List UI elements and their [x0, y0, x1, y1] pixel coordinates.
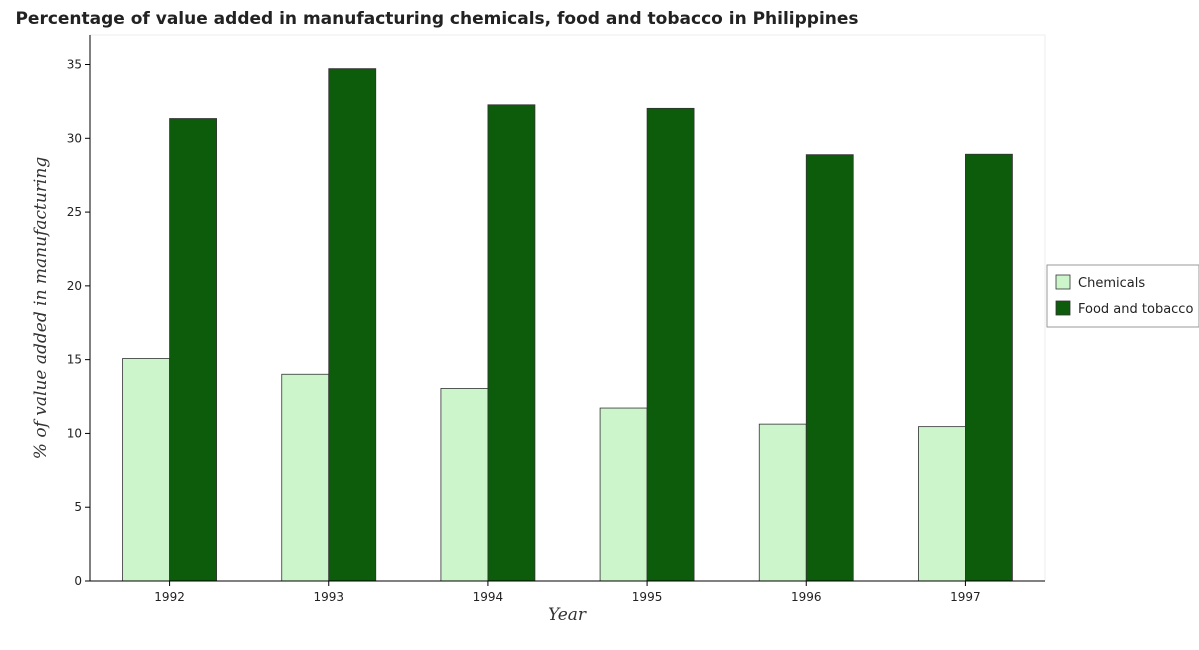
y-tick-label: 35 [67, 58, 82, 72]
bar-chemicals-1997 [918, 426, 966, 582]
bar-food-and-tobacco-1996 [805, 154, 854, 582]
y-tick-label: 25 [67, 205, 82, 219]
legend: Chemicals Food and tobacco [1046, 264, 1199, 328]
x-tick-label-1997: 1997 [950, 590, 981, 604]
y-tick-label: 5 [74, 500, 82, 514]
legend-label-food-and-tobacco: Food and tobacco [1078, 302, 1193, 317]
y-axis-ticks: 0 5 10 15 20 25 30 35 [67, 58, 90, 588]
chart-title: Percentage of value added in manufacturi… [15, 9, 858, 29]
plot-area [89, 34, 1046, 582]
y-axis-label: % of value added in manufacturing [31, 157, 51, 460]
bar-food-and-tobacco-1995 [646, 107, 695, 582]
y-tick-label: 15 [67, 353, 82, 367]
legend-swatch-food-and-tobacco [1055, 300, 1071, 316]
y-tick-label: 30 [67, 131, 82, 145]
x-axis-label: Year [548, 605, 587, 625]
bar-food-and-tobacco-1997 [965, 153, 1013, 582]
legend-swatch-chemicals [1055, 274, 1071, 290]
x-axis-ticks: 1992 1993 1994 1995 1996 1997 [154, 581, 981, 604]
bar-chemicals-1994 [440, 388, 489, 582]
bars [122, 68, 1013, 582]
bar-food-and-tobacco-1993 [328, 68, 377, 582]
y-tick-label: 0 [74, 574, 82, 588]
x-tick-label-1996: 1996 [791, 590, 822, 604]
bar-food-and-tobacco-1994 [487, 104, 536, 582]
x-tick-label-1995: 1995 [632, 590, 663, 604]
bar-chemicals-1996 [758, 423, 807, 582]
legend-box [1046, 264, 1199, 328]
bar-food-and-tobacco-1992 [169, 118, 217, 582]
y-tick-label: 10 [67, 426, 82, 440]
x-tick-label-1992: 1992 [154, 590, 185, 604]
bar-chemicals-1993 [281, 373, 330, 582]
y-tick-label: 20 [67, 279, 82, 293]
x-tick-label-1994: 1994 [473, 590, 504, 604]
bar-chemicals-1992 [122, 358, 170, 582]
x-tick-label-1993: 1993 [313, 590, 344, 604]
legend-label-chemicals: Chemicals [1078, 276, 1145, 291]
bar-chemicals-1995 [599, 407, 648, 582]
